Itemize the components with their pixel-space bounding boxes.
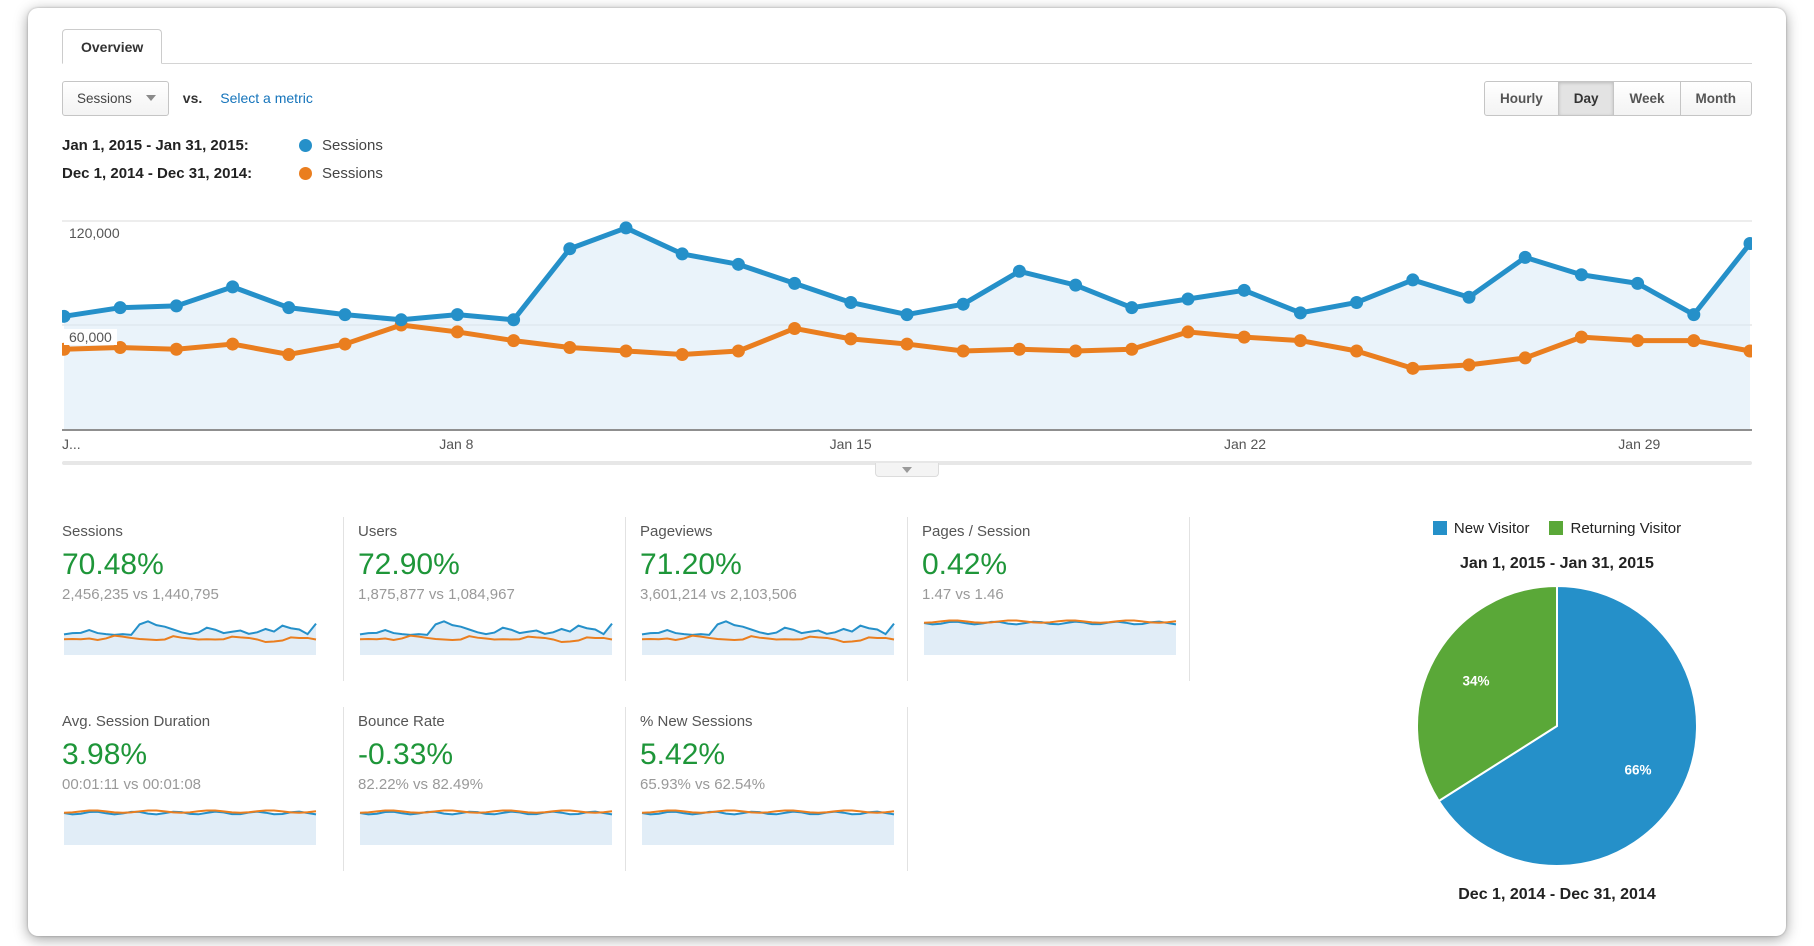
x-axis-tick: Jan 8	[439, 436, 474, 452]
card-percent-new-sessions[interactable]: % New Sessions 5.42% 65.93% vs 62.54%	[626, 707, 908, 871]
card-change-pct: 5.42%	[640, 738, 726, 771]
pie-footer-date-range: Dec 1, 2014 - Dec 31, 2014	[1458, 886, 1656, 903]
card-values: 1,875,877 vs 1,084,967	[358, 586, 515, 603]
legend-range-label: Dec 1, 2014 - Dec 31, 2014:	[62, 164, 253, 182]
tab-overview[interactable]: Overview	[62, 29, 163, 64]
week-button[interactable]: Week	[1614, 80, 1681, 116]
card-title: % New Sessions	[640, 713, 753, 730]
card-title: Avg. Session Duration	[62, 713, 211, 730]
svg-text:66%: 66%	[1624, 763, 1651, 778]
month-button[interactable]: Month	[1680, 80, 1752, 116]
card-title: Pages / Session	[922, 523, 1031, 540]
orange-series-dot-icon	[299, 166, 312, 180]
card-change-pct: 70.48%	[62, 548, 164, 581]
blue-series-dot-icon	[299, 138, 312, 152]
sparkline-chart	[359, 809, 613, 845]
new-visitor-swatch-icon	[1432, 521, 1447, 535]
pie-legend-new-visitor[interactable]: New Visitor	[1432, 519, 1530, 537]
select-metric-link[interactable]: Select a metric	[220, 90, 313, 106]
legend-row-current: Jan 1, 2015 - Jan 31, 2015: Sessions	[62, 131, 1752, 159]
x-axis-labels: J... Jan 8 Jan 15 Jan 22 Jan 29	[62, 434, 1752, 458]
legend-series-label: Sessions	[322, 136, 383, 154]
hourly-button[interactable]: Hourly	[1483, 80, 1559, 116]
metrics-section: Sessions 70.48% 2,456,235 vs 1,440,795 U…	[62, 517, 1752, 904]
card-values: 2,456,235 vs 1,440,795	[62, 586, 219, 603]
pie-legend-label: Returning Visitor	[1570, 519, 1682, 537]
chart-legend: Jan 1, 2015 - Jan 31, 2015: Sessions Dec…	[62, 131, 1752, 187]
vs-label: vs.	[182, 90, 203, 106]
x-axis-tick: Jan 22	[1223, 436, 1267, 452]
sessions-timeline-chart[interactable]: 120,000 60,000	[62, 193, 1752, 431]
metric-cards-row-1: Sessions 70.48% 2,456,235 vs 1,440,795 U…	[62, 517, 1208, 681]
metric-cards: Sessions 70.48% 2,456,235 vs 1,440,795 U…	[62, 517, 1208, 904]
visitor-type-pie-chart[interactable]: 66% 34%	[1412, 581, 1702, 871]
legend-series-label: Sessions	[322, 164, 383, 182]
x-axis-tick: Jan 15	[829, 436, 872, 452]
metric-dropdown-label: Sessions	[77, 90, 132, 106]
pie-legend-returning-visitor[interactable]: Returning Visitor	[1549, 520, 1681, 537]
overview-panel: Overview Sessions vs. Select a metric Ho…	[28, 8, 1786, 936]
legend-row-previous: Dec 1, 2014 - Dec 31, 2014: Sessions	[62, 159, 1752, 187]
card-values: 1.47 vs 1.46	[922, 586, 1004, 603]
timeline-chart-svg	[62, 220, 1752, 429]
card-avg-session-duration[interactable]: Avg. Session Duration 3.98% 00:01:11 vs …	[62, 707, 344, 871]
pie-legend: New Visitor Returning Visitor	[1362, 517, 1752, 539]
chart-collapse-button[interactable]	[875, 463, 939, 477]
pie-legend-label: New Visitor	[1453, 519, 1530, 537]
card-pageviews[interactable]: Pageviews 71.20% 3,601,214 vs 2,103,506	[626, 517, 908, 681]
card-sessions[interactable]: Sessions 70.48% 2,456,235 vs 1,440,795	[62, 517, 344, 681]
card-change-pct: 3.98%	[62, 738, 148, 771]
chart-controls: Sessions vs. Select a metric Hourly Day …	[62, 79, 1752, 117]
legend-range-label: Jan 1, 2015 - Jan 31, 2015:	[62, 136, 249, 154]
sparkline-chart	[63, 809, 317, 845]
returning-visitor-swatch-icon	[1549, 521, 1564, 535]
y-axis-tick-120000: 120,000	[64, 225, 125, 241]
day-button[interactable]: Day	[1558, 80, 1615, 116]
visitor-type-section: New Visitor Returning Visitor Jan 1, 201…	[1362, 517, 1752, 904]
tab-bar: Overview	[62, 8, 1752, 64]
sparkline-chart	[63, 620, 317, 655]
y-axis-tick-60000: 60,000	[64, 329, 117, 345]
card-values: 82.22% vs 82.49%	[358, 776, 484, 793]
svg-text:34%: 34%	[1463, 673, 1490, 688]
card-change-pct: 0.42%	[922, 548, 1008, 581]
card-title: Bounce Rate	[358, 713, 445, 730]
sparkline-chart	[641, 620, 895, 655]
caret-down-icon	[145, 95, 156, 101]
sparkline-chart	[923, 619, 1177, 655]
card-title: Users	[358, 523, 398, 540]
card-change-pct: -0.33%	[358, 738, 454, 771]
sparkline-chart	[359, 620, 613, 655]
metric-dropdown[interactable]: Sessions	[62, 80, 169, 116]
sparkline-chart	[641, 809, 895, 845]
card-values: 3,601,214 vs 2,103,506	[640, 586, 797, 603]
card-change-pct: 72.90%	[358, 548, 460, 581]
granularity-button-group: Hourly Day Week Month	[1483, 80, 1752, 116]
card-title: Pageviews	[640, 523, 713, 540]
x-axis-tick: Jan 29	[1618, 436, 1661, 452]
card-pages-per-session[interactable]: Pages / Session 0.42% 1.47 vs 1.46	[908, 517, 1190, 681]
card-change-pct: 71.20%	[640, 548, 742, 581]
chevron-down-icon	[902, 466, 912, 473]
card-users[interactable]: Users 72.90% 1,875,877 vs 1,084,967	[344, 517, 626, 681]
card-values: 65.93% vs 62.54%	[640, 776, 766, 793]
card-values: 00:01:11 vs 00:01:08	[62, 776, 201, 793]
card-bounce-rate[interactable]: Bounce Rate -0.33% 82.22% vs 82.49%	[344, 707, 626, 871]
metric-cards-row-2: Avg. Session Duration 3.98% 00:01:11 vs …	[62, 707, 1208, 871]
x-axis-tick: J...	[62, 436, 81, 452]
pie-title: Jan 1, 2015 - Jan 31, 2015	[1460, 555, 1654, 572]
card-title: Sessions	[62, 523, 123, 540]
